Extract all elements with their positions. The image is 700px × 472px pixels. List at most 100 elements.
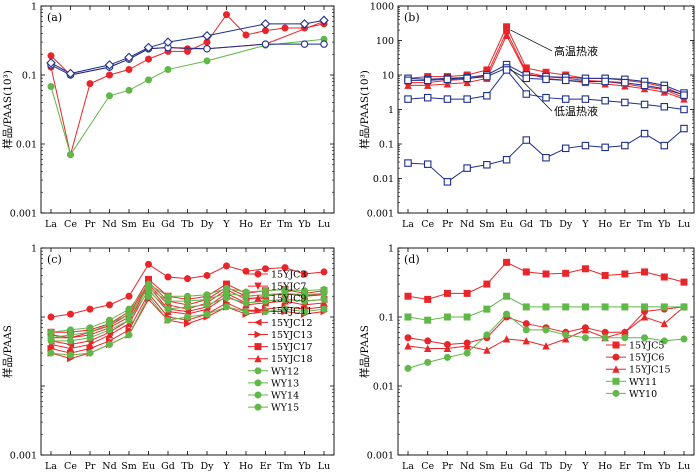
data-point [67,310,75,318]
legend-label: 15YJC9 [271,294,306,305]
data-point [404,81,412,89]
data-point [223,303,231,311]
data-point [320,289,328,297]
data-point [522,337,530,345]
annotation-leader [510,68,553,112]
x-tick-label: Pr [442,461,453,472]
data-point [300,308,308,316]
data-point [463,74,471,83]
panel-tag: (a) [47,11,62,24]
data-point [184,45,192,53]
y-axis-label: 样品/PAAS(10³) [358,70,371,149]
series-6 [404,66,688,114]
legend-marker [254,379,262,387]
series-wy11 [404,292,688,324]
data-point [424,337,432,345]
data-point [621,270,629,278]
y-axis-label: 样品/PAAS [358,325,371,378]
y-axis-label: 样品/PAAS(10³) [1,70,14,149]
data-point [261,40,270,48]
x-tick-label: Eu [500,461,513,472]
data-point [242,267,250,275]
data-point [423,93,432,102]
x-tick-label: Ho [239,219,253,230]
data-point [320,40,328,48]
x-tick-label: Nd [102,461,116,472]
data-point [522,90,531,98]
legend-marker [254,318,262,327]
data-point [680,278,688,286]
data-point [203,45,211,53]
data-point [125,319,133,328]
x-tick-label: Eu [500,219,513,230]
data-point [300,270,308,278]
x-tick-label: Tm [277,219,292,230]
y-tick-label: 0.01 [373,382,394,393]
data-point [581,141,590,150]
data-point [203,57,211,65]
x-tick-label: Nd [460,461,474,472]
data-point [660,337,668,345]
legend-label: 15YJC6 [629,353,664,364]
y-tick-label: 0.1 [379,313,394,324]
data-point [202,31,212,41]
data-point [104,60,115,70]
data-point [542,270,550,278]
data-point [203,301,211,309]
data-point [581,265,589,273]
data-point [561,95,570,103]
data-point [260,19,271,29]
data-point [443,75,452,84]
data-point [299,19,310,29]
legend-label: WY12 [271,366,299,377]
data-point [601,96,609,105]
data-point [621,334,629,342]
legend-marker [254,391,262,399]
data-point [522,320,530,328]
data-point [164,316,172,324]
y-tick-label: 0.001 [367,209,394,220]
y-tick-label: 0.001 [10,451,37,462]
y-tick-label: 1000 [370,2,394,13]
annotation-label: 高温热液 [554,44,598,58]
data-point [47,313,55,321]
data-point [660,141,669,150]
data-point [281,264,289,272]
data-point [581,334,589,342]
x-tick-label: Ho [598,461,612,472]
data-point [680,335,688,343]
data-point [463,349,471,357]
data-point [483,305,491,313]
data-point [143,42,154,53]
data-point [242,299,250,307]
x-tick-label: Sm [121,219,137,230]
x-tick-label: Tb [181,219,193,230]
series-line [50,19,325,75]
data-point [320,268,328,276]
data-point [404,342,412,350]
data-point [424,344,432,352]
x-tick-label: Ce [421,461,434,472]
legend-marker [612,365,620,373]
x-tick-label: Yb [657,219,670,230]
x-tick-label: Gd [519,461,533,472]
data-point [125,66,133,74]
data-point [404,76,412,85]
data-point [242,308,250,316]
y-tick-label: 0.1 [22,71,37,82]
data-point [542,75,550,84]
x-tick-label: Er [619,461,631,472]
data-point [601,271,609,279]
x-tick-label: Tb [540,461,552,472]
data-point [542,342,550,350]
panel-2: 1000 100 10 1 0.1 0.01 0.001 La Ce Pr Nd Sm Eu Gd Tb Dy… [358,2,695,230]
data-point [223,11,231,19]
data-point [483,280,491,288]
data-point [261,291,269,299]
data-point [281,305,289,313]
data-point [145,55,153,63]
x-tick-label: Pr [85,219,96,230]
series-line [50,43,324,76]
legend-marker [254,270,262,278]
